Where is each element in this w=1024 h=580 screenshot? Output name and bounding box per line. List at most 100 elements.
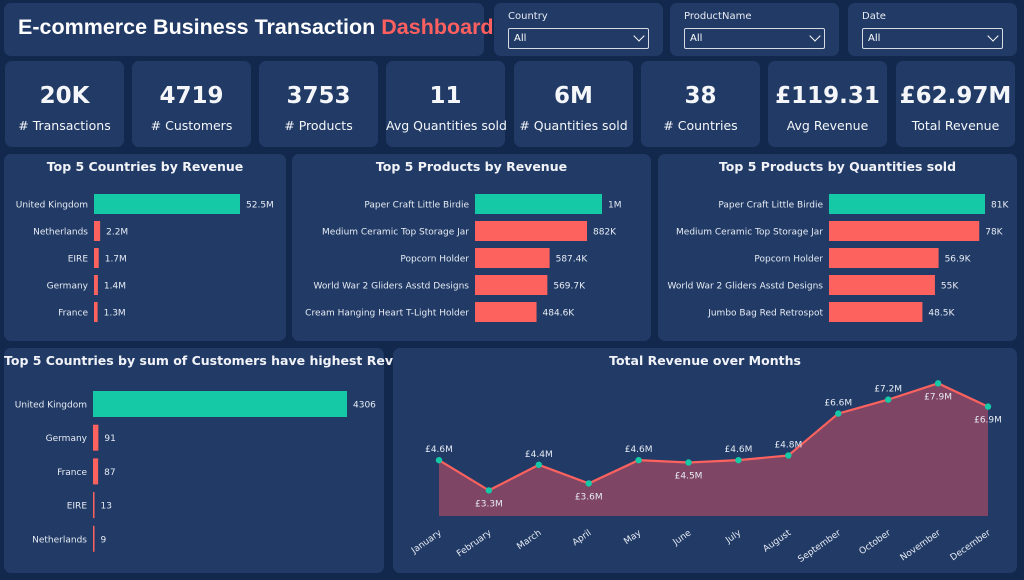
country-dropdown[interactable]: All xyxy=(508,28,649,49)
chart-revenue-months: Total Revenue over Months £4.6M January £3… xyxy=(393,348,1017,573)
data-point[interactable] xyxy=(735,456,742,464)
bar[interactable] xyxy=(93,424,99,451)
x-tick-label: August xyxy=(762,528,794,555)
bar[interactable] xyxy=(94,275,98,295)
category-label: Netherlands xyxy=(32,535,87,545)
bar[interactable] xyxy=(829,194,985,214)
title-panel: E-commerce Business Transaction Dashboar… xyxy=(4,3,494,56)
data-label: 55K xyxy=(941,282,959,292)
chart-countries-customers: Top 5 Countries by sum of Customers have… xyxy=(4,348,428,573)
category-label: United Kingdom xyxy=(16,201,88,211)
data-label: £3.3M xyxy=(475,499,503,509)
date-dropdown[interactable]: All xyxy=(862,28,1003,49)
series-line xyxy=(438,382,989,492)
category-label: Netherlands xyxy=(33,228,88,238)
productname-dropdown[interactable]: All xyxy=(684,28,825,49)
kpi-value: 11 xyxy=(429,83,462,109)
kpi-card-countries: 38 # Countries xyxy=(641,61,760,147)
kpi-label: # Quantities sold xyxy=(519,118,628,133)
data-label: £7.9M xyxy=(924,392,952,402)
chart-title: Top 5 Countries by Revenue xyxy=(46,159,244,174)
bar[interactable] xyxy=(829,275,935,295)
bar[interactable] xyxy=(829,221,980,241)
data-label: £4.8M xyxy=(774,440,802,450)
kpi-label: Total Revenue xyxy=(911,118,1000,133)
bar[interactable] xyxy=(475,248,550,268)
productname-slicer: ProductName All xyxy=(670,3,839,56)
data-label: 48.5K xyxy=(928,309,955,319)
data-point[interactable] xyxy=(685,459,692,466)
kpi-label: # Products xyxy=(284,118,353,133)
category-label: Popcorn Holder xyxy=(754,255,823,265)
chart-revenue-months-svg: £4.6M January £3.3M February £4.4M March £3.6M… xyxy=(409,380,1002,565)
bar[interactable] xyxy=(94,194,240,214)
data-label: 52.5M xyxy=(246,201,274,211)
data-point[interactable] xyxy=(535,461,543,468)
data-point[interactable] xyxy=(435,456,443,464)
data-point[interactable] xyxy=(585,480,592,487)
data-label: £4.6M xyxy=(625,445,653,455)
productname-dropdown-value: All xyxy=(690,33,703,44)
data-label: 569.7K xyxy=(553,282,586,292)
x-tick-label: October xyxy=(858,528,893,557)
data-point[interactable] xyxy=(884,396,892,403)
data-point[interactable] xyxy=(835,410,842,417)
chart-countries-customers-svg: United Kingdom 4306 Germany 91 France 87 EIRE 1… xyxy=(15,391,376,552)
data-label: 1.7M xyxy=(105,255,127,265)
date-slicer-label: Date xyxy=(862,11,886,22)
x-tick-label: May xyxy=(622,528,644,547)
bar[interactable] xyxy=(93,458,99,485)
bar[interactable] xyxy=(475,194,602,214)
data-label: 1.4M xyxy=(104,282,126,292)
data-label: £4.5M xyxy=(675,471,703,481)
category-label: World War 2 Gliders Asstd Designs xyxy=(667,282,823,292)
bar[interactable] xyxy=(94,221,101,241)
data-label: 81K xyxy=(991,201,1009,211)
data-label: £4.6M xyxy=(425,445,453,455)
bar[interactable] xyxy=(94,302,98,322)
bar[interactable] xyxy=(93,492,95,519)
country-slicer: Country All xyxy=(494,3,663,56)
data-point[interactable] xyxy=(934,380,942,387)
data-label: 882K xyxy=(593,228,617,238)
data-label: 13 xyxy=(101,502,112,512)
kpi-value: 20K xyxy=(39,83,90,109)
bar[interactable] xyxy=(829,302,923,322)
x-tick-label: July xyxy=(723,528,743,546)
data-label: £6.6M xyxy=(824,399,852,409)
data-label: 78K xyxy=(985,228,1003,238)
chart-products-revenue-svg: Paper Craft Little Birdie 1M Medium Cerami… xyxy=(305,194,622,322)
data-label: £3.6M xyxy=(575,492,603,502)
kpi-label: # Transactions xyxy=(18,118,111,133)
data-label: £4.4M xyxy=(525,450,553,460)
area-fill xyxy=(439,383,988,516)
kpi-label: # Countries xyxy=(663,118,738,133)
x-tick-label: December xyxy=(949,528,993,563)
kpi-label: # Customers xyxy=(150,118,233,133)
bar[interactable] xyxy=(93,525,95,552)
bar[interactable] xyxy=(475,302,537,322)
x-tick-label: February xyxy=(455,528,494,559)
category-label: Medium Ceramic Top Storage Jar xyxy=(322,228,469,238)
bar[interactable] xyxy=(475,221,588,241)
country-slicer-label: Country xyxy=(508,11,548,22)
x-tick-label: January xyxy=(409,528,444,557)
kpi-card-quantities-sold: 6M # Quantities sold xyxy=(514,61,633,147)
chart-title: Top 5 Products by Quantities sold xyxy=(718,159,957,174)
data-point[interactable] xyxy=(785,452,792,459)
x-tick-label: November xyxy=(899,528,943,563)
data-point[interactable] xyxy=(984,403,992,410)
date-dropdown-value: All xyxy=(868,33,881,44)
data-point[interactable] xyxy=(635,456,642,464)
kpi-label: Avg Quantities sold xyxy=(386,118,507,133)
data-point[interactable] xyxy=(485,487,493,494)
category-label: Germany xyxy=(47,282,89,292)
chevron-down-icon xyxy=(987,30,999,42)
bar[interactable] xyxy=(475,275,548,295)
data-label: 1.3M xyxy=(104,309,126,319)
bar[interactable] xyxy=(94,248,99,268)
bar[interactable] xyxy=(829,248,939,268)
data-label: £6.9M xyxy=(974,416,1002,426)
data-label: 1M xyxy=(608,201,622,211)
bar[interactable] xyxy=(93,391,347,417)
